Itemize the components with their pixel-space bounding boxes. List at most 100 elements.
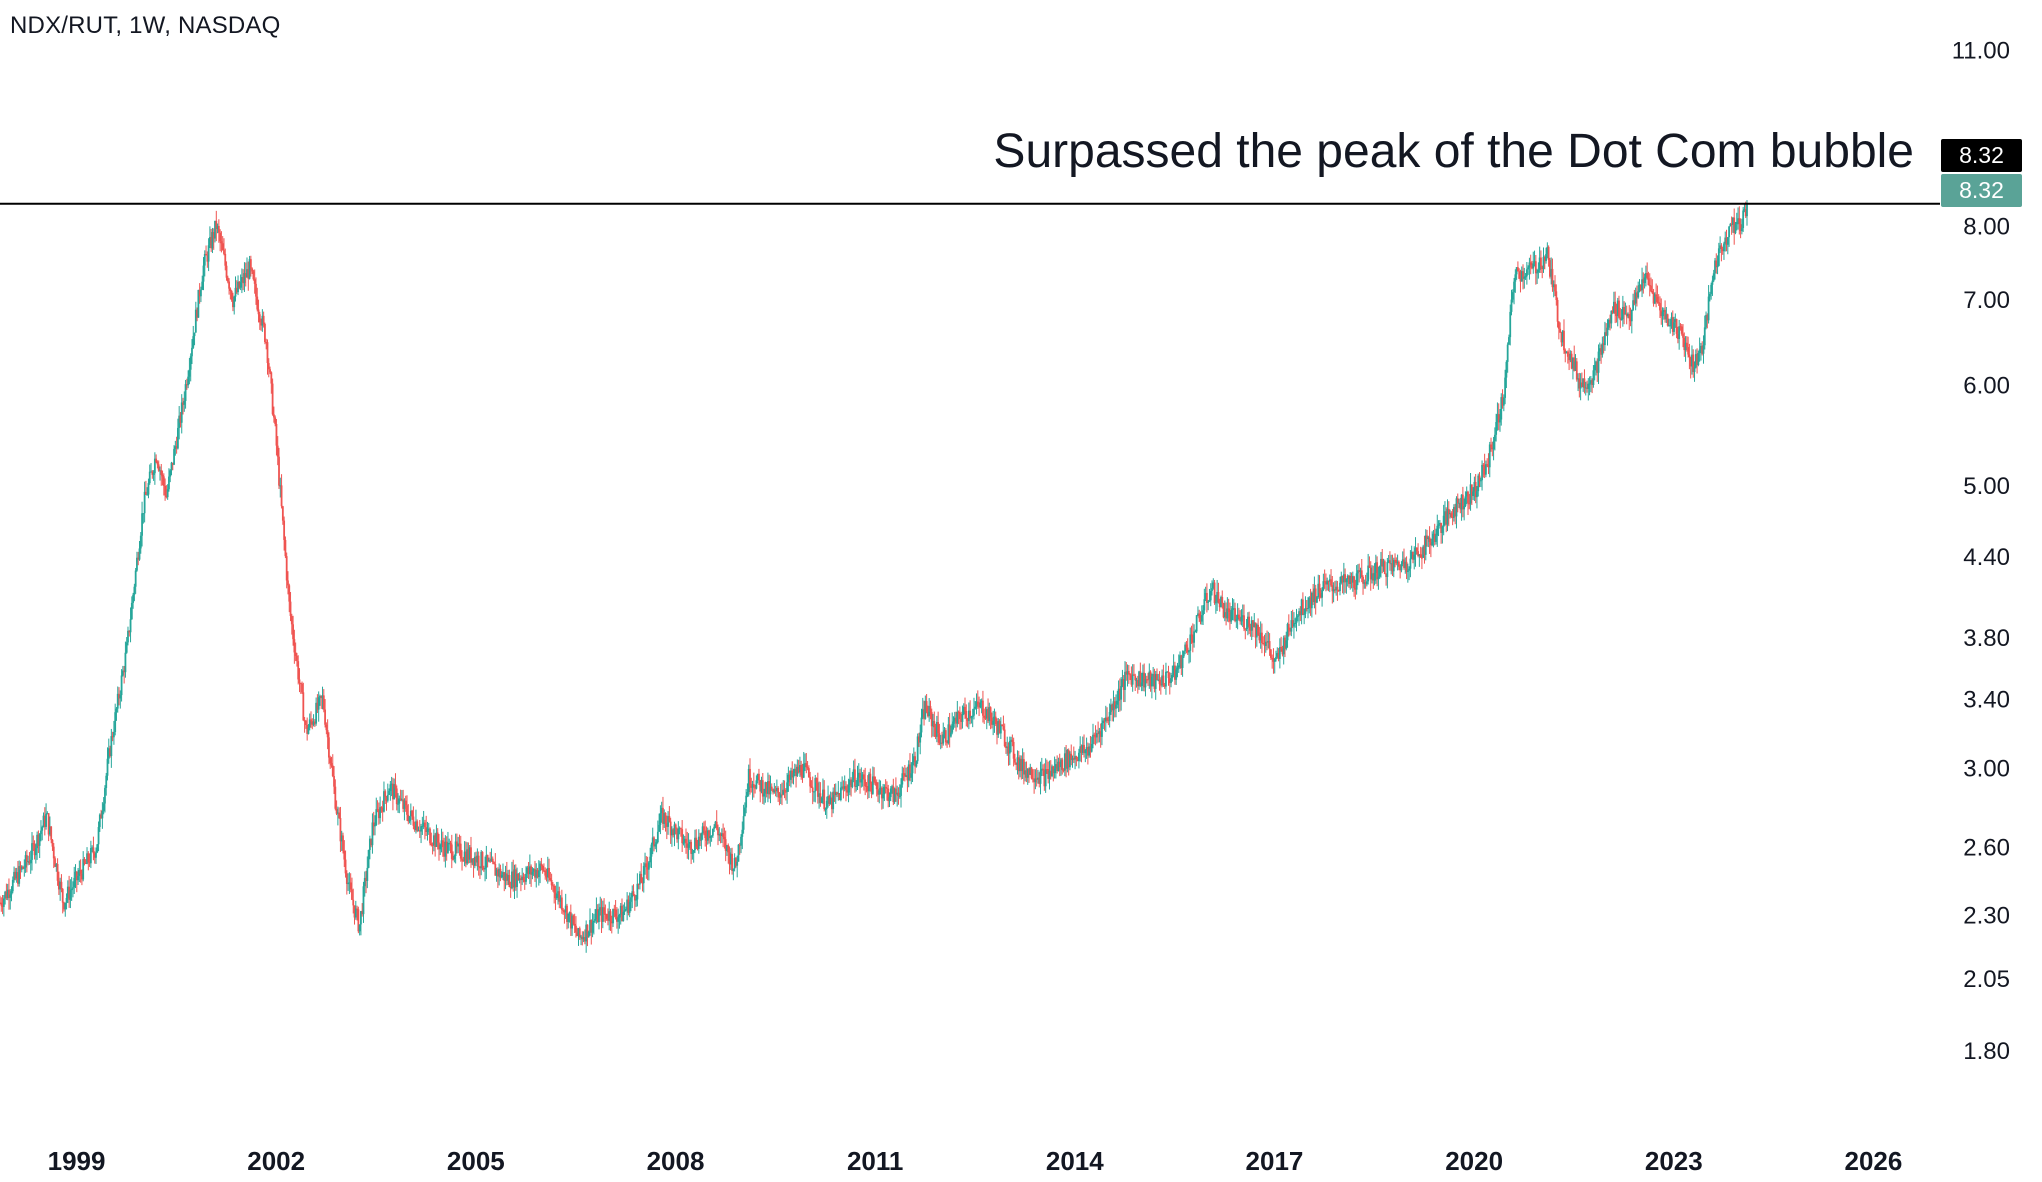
candle-body (1650, 285, 1652, 291)
candle-body (1035, 778, 1038, 780)
candle-body (78, 869, 81, 876)
candle-body (152, 473, 155, 475)
candle-body (1395, 559, 1398, 564)
candle-body (599, 907, 602, 911)
candle-body (494, 864, 497, 876)
candle-body (656, 831, 659, 843)
candle-body (244, 273, 247, 278)
candle-body (1595, 361, 1597, 366)
candle-body (1406, 570, 1409, 573)
candle-body (1692, 354, 1695, 372)
candle-body (198, 289, 201, 297)
candle-body (846, 790, 849, 793)
candle-body (630, 897, 632, 902)
candle-body (596, 909, 599, 922)
candle-body (877, 789, 879, 795)
candle-body (65, 897, 68, 903)
candle-body (434, 835, 437, 847)
candle-body (590, 920, 593, 933)
candle-body (243, 273, 246, 284)
candle-body (662, 807, 664, 824)
annotation-text[interactable]: Surpassed the peak of the Dot Com bubble (993, 125, 1914, 178)
x-tick-label: 2005 (447, 1146, 505, 1176)
candle-body (221, 243, 224, 251)
candle-body (1165, 671, 1167, 687)
candle-body (168, 476, 170, 490)
candle-body (1632, 300, 1634, 310)
candle-body (1180, 655, 1183, 669)
candle-body (759, 780, 762, 792)
candle-body (1282, 637, 1285, 655)
candle-body (32, 843, 35, 845)
candle-body (749, 768, 751, 787)
candle-body (1396, 561, 1399, 564)
candle-body (644, 863, 646, 866)
candle-body (807, 768, 810, 778)
candle-body (485, 854, 488, 868)
candle-body (1702, 345, 1705, 354)
candle-body (550, 879, 553, 886)
candle-body (1569, 353, 1572, 361)
candle-body (349, 882, 352, 890)
candle-body (1429, 542, 1432, 546)
candle-body (63, 902, 65, 910)
candle-body (278, 456, 280, 486)
candle-body (956, 711, 959, 724)
candle-body (187, 376, 190, 386)
candle-body (1565, 351, 1568, 354)
candle-body (740, 836, 742, 846)
candle-body (17, 872, 19, 884)
candle-body (215, 220, 218, 230)
candle-body (1641, 279, 1643, 291)
candle-body (1135, 679, 1138, 681)
candle-body (397, 803, 399, 805)
candle-body (272, 414, 275, 418)
candle-body (888, 797, 891, 802)
candle-body (860, 779, 863, 783)
candle-body (31, 843, 33, 860)
candle-body (438, 842, 440, 850)
candle-body (239, 282, 242, 288)
candle-body (1563, 330, 1565, 351)
candle-body (120, 675, 123, 696)
candle-body (1476, 491, 1478, 498)
candle-body (1418, 554, 1421, 556)
candle-body (633, 895, 636, 901)
candle-body (627, 899, 630, 913)
candlestick-series (0, 200, 1748, 953)
candle-body (1670, 317, 1673, 326)
y-tick-label: 4.40 (1963, 544, 2010, 571)
candle-body (75, 871, 78, 881)
candle-body (8, 889, 10, 898)
candle-body (755, 780, 758, 789)
candle-body (1241, 615, 1244, 617)
candle-body (482, 867, 485, 870)
candle-body (1579, 382, 1582, 389)
candle-body (1261, 632, 1263, 644)
candle-body (791, 770, 794, 778)
candle-body (1104, 717, 1107, 722)
candle-body (918, 736, 920, 743)
candle-body (539, 863, 541, 872)
candle-body (1624, 313, 1627, 315)
candle-body (997, 721, 1000, 735)
candle-body (958, 712, 961, 720)
candle-body (934, 727, 937, 737)
candle-body (156, 462, 159, 465)
candle-body (1259, 632, 1262, 641)
candle-body (788, 774, 791, 780)
candle-body (1389, 560, 1391, 564)
candle-body (1285, 640, 1288, 649)
candle-body (294, 652, 297, 656)
candle-body (1268, 641, 1271, 650)
candle-body (1204, 592, 1207, 600)
candle-body (545, 875, 548, 878)
candle-body (801, 775, 804, 778)
candle-body (1707, 296, 1710, 321)
candle-body (1294, 622, 1297, 624)
candle-body (1363, 582, 1366, 584)
candle-body (1482, 464, 1485, 466)
candle-body (257, 309, 260, 315)
candle-body (233, 296, 236, 308)
candle-body (191, 347, 193, 357)
